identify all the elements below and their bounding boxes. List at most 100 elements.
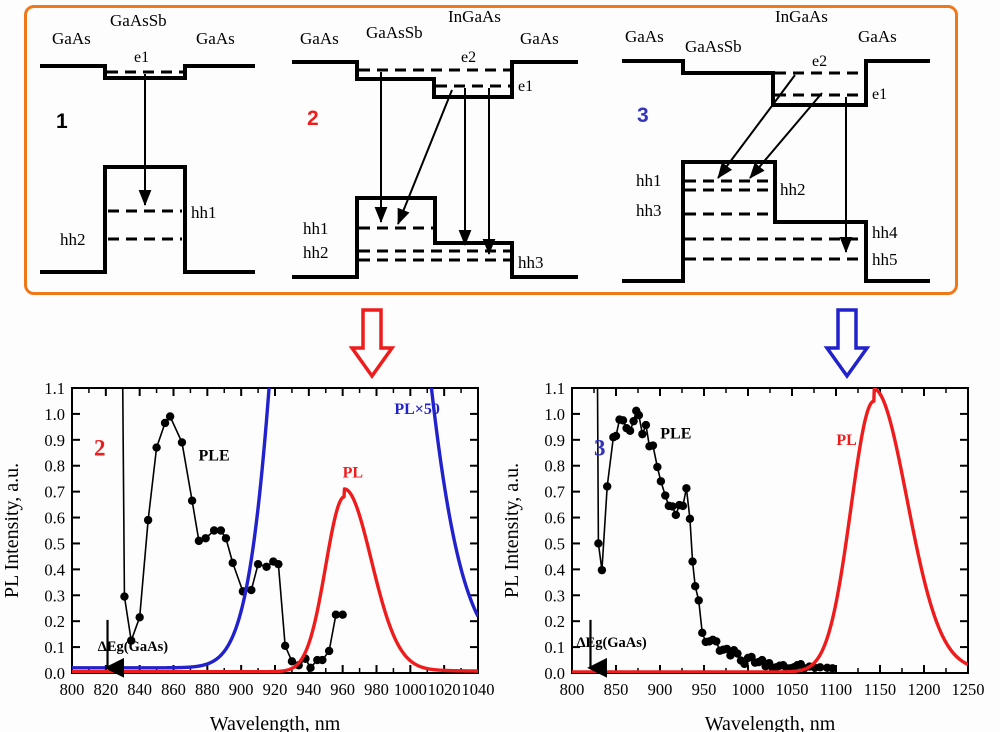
annotation-PL: PL <box>343 464 363 481</box>
x-axis-label: Wavelength, nm <box>705 713 836 732</box>
x-tick-label: 1200 <box>908 680 941 699</box>
data-point <box>691 582 700 591</box>
band-diagram-box <box>24 5 958 295</box>
x-tick-label: 860 <box>161 680 186 699</box>
panel3-layer-gaas-right: GaAs <box>858 27 897 46</box>
x-tick-label: 940 <box>296 680 321 699</box>
data-point <box>331 610 341 619</box>
x-tick-label: 800 <box>560 680 585 699</box>
y-tick-label: 0.0 <box>44 664 65 683</box>
panel3-transition-arrow-2 <box>749 92 823 179</box>
panel3-hh1-label: hh1 <box>636 171 662 190</box>
y-tick-label: 0.7 <box>44 483 65 502</box>
x-tick-label: 1100 <box>820 680 852 699</box>
x-tick-label: 1000 <box>732 680 765 699</box>
data-point <box>712 637 721 646</box>
data-point <box>815 663 825 672</box>
y-tick-label: 0.5 <box>544 534 565 553</box>
annotation-PL: PL <box>836 432 856 449</box>
connector-arrows <box>348 308 871 380</box>
annotation-EgGaAs: ΔEg(GaAs) <box>576 635 646 651</box>
x-tick-label: 1050 <box>776 680 809 699</box>
data-point <box>653 462 662 472</box>
annotation-PL50: PL×50 <box>394 401 440 418</box>
data-point <box>280 641 290 650</box>
annotation-EgGaAs: ΔEg(GaAs) <box>98 639 168 655</box>
data-point <box>216 526 226 535</box>
data-point <box>641 420 651 430</box>
x-tick-label: 1150 <box>864 680 896 699</box>
data-point <box>318 655 327 665</box>
data-point <box>221 534 231 543</box>
x-tick-label: 980 <box>364 680 389 699</box>
x-tick-label: 820 <box>93 680 118 699</box>
data-point <box>648 441 658 450</box>
panel2-e1-label: e1 <box>518 78 533 95</box>
y-tick-label: 0.3 <box>544 586 565 605</box>
data-point <box>618 416 628 425</box>
y-axis-label: PL Intensity, a.u. <box>501 463 523 598</box>
data-point <box>661 491 670 500</box>
data-point <box>228 558 237 568</box>
panel3-hh5-label: hh5 <box>872 250 898 269</box>
x-tick-label: 920 <box>263 680 288 699</box>
y-tick-label: 1.0 <box>544 405 565 424</box>
y-tick-label: 0.8 <box>544 457 565 476</box>
panel2-valence-band <box>292 196 578 279</box>
panel1-layer-gaas-left: GaAs <box>52 29 91 48</box>
y-axis-label: PL Intensity, a.u. <box>1 463 23 598</box>
data-point <box>127 636 136 645</box>
band-panel-2: GaAs GaAsSb InGaAs GaAs e2 e1 2 hh1 hh2 … <box>292 7 578 279</box>
data-point <box>656 477 666 486</box>
data-point <box>671 510 681 520</box>
x-tick-label: 800 <box>60 680 85 699</box>
y-tick-label: 1.1 <box>44 379 65 398</box>
data-point <box>143 515 153 525</box>
data-point <box>262 562 271 571</box>
annotation-PLE: PLE <box>199 448 230 465</box>
plot-frame <box>71 387 479 674</box>
series-line-PLE <box>121 388 343 670</box>
x-tick-label: 960 <box>330 680 355 699</box>
panel1-hh1-label: hh1 <box>191 203 217 222</box>
panel2-conduction-band <box>292 60 578 99</box>
data-point <box>287 657 297 666</box>
blue-down-arrow <box>823 308 871 380</box>
data-point <box>678 501 688 511</box>
panel2-number: 2 <box>307 107 319 130</box>
data-point <box>733 649 742 658</box>
y-tick-label: 1.0 <box>44 405 65 424</box>
y-tick-label: 1.1 <box>544 379 565 398</box>
data-point <box>634 411 644 420</box>
x-axis-label: Wavelength, nm <box>210 713 341 732</box>
data-point <box>177 438 187 447</box>
data-point <box>625 426 635 435</box>
panel2-hh3-label: hh3 <box>518 253 544 272</box>
panel3-layer-gaassb: GaAsSb <box>685 37 742 56</box>
x-tick-label: 880 <box>195 680 220 699</box>
data-point <box>338 610 347 619</box>
chart-left-panel-2: 800 820 840 860 880 900 920 940 960 980 1000 1020 10… <box>1 379 495 732</box>
y-tick-label: 0.1 <box>544 638 565 657</box>
data-point <box>120 592 129 601</box>
series-PL50 <box>72 388 478 670</box>
y-tick-label: 0.0 <box>544 664 565 683</box>
series-PL <box>72 487 478 673</box>
y-tick-label: 0.2 <box>44 612 65 631</box>
x-tick-label: 840 <box>127 680 152 699</box>
data-point <box>603 482 612 491</box>
panel3-transition-arrow-1 <box>717 74 796 179</box>
annotation-PLE: PLE <box>660 426 691 443</box>
data-point <box>694 596 703 605</box>
chart-panel-label: 2 <box>94 435 106 460</box>
data-point <box>682 484 691 493</box>
panel3-layer-ingaas: InGaAs <box>775 7 828 26</box>
x-tick-label: 1250 <box>952 680 985 699</box>
x-tick-label: 900 <box>229 680 254 699</box>
panel3-hh3-label: hh3 <box>636 201 662 220</box>
data-point <box>629 416 638 426</box>
data-point <box>253 559 263 569</box>
panel1-layer-gaas-right: GaAs <box>196 29 235 48</box>
y-tick-label: 0.7 <box>544 483 565 502</box>
